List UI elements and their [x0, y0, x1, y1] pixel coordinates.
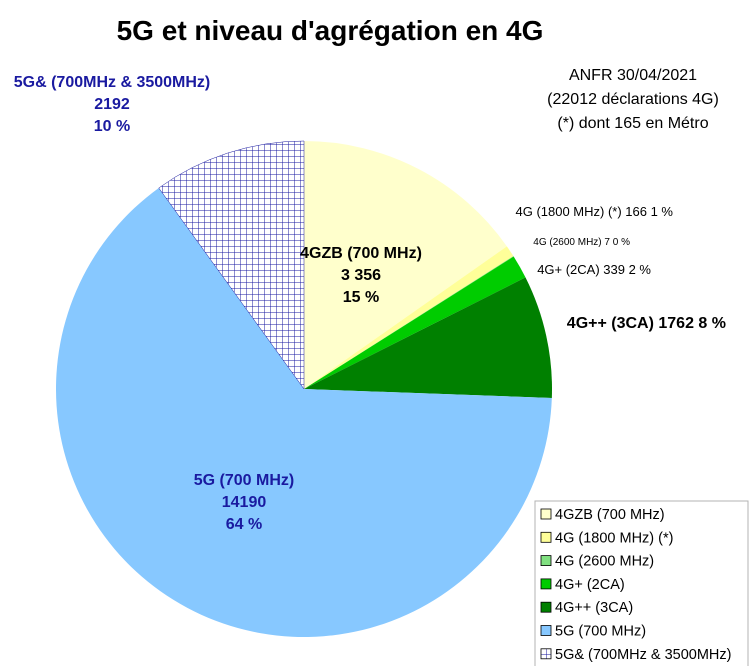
- slice-label-5g-700mhz-3500mhz-line-2: 2192: [94, 96, 130, 113]
- slice-4g-2600-mhz: [304, 256, 514, 389]
- subtitle-line-2: (22012 déclarations 4G): [547, 91, 719, 108]
- slice-label-4g-3ca-line-1: 4G++ (3CA) 1762 8 %: [567, 315, 726, 332]
- slice-4gzb-700-mhz: [304, 141, 507, 389]
- slice-label-4gzb-700-mhz-line-2: 3 356: [341, 267, 381, 284]
- legend-label-4g-1800-mhz: 4G (1800 MHz) (*): [555, 530, 673, 546]
- legend-label-4g-3ca: 4G++ (3CA): [555, 600, 633, 616]
- slice-label-4g-2ca-line-1: 4G+ (2CA) 339 2 %: [537, 262, 651, 277]
- slice-label-4gzb-700-mhz-line-1: 4GZB (700 MHz): [300, 245, 422, 262]
- slice-4g-1800-mhz: [304, 246, 514, 389]
- subtitle-line-3: (*) dont 165 en Métro: [557, 115, 708, 132]
- legend-swatch-4gzb-700-mhz: [540, 508, 552, 520]
- legend-swatch-4g-3ca: [540, 601, 552, 613]
- legend-label-4gzb-700-mhz: 4GZB (700 MHz): [555, 507, 665, 523]
- slice-label-5g-700-mhz-line-3: 64 %: [226, 516, 262, 533]
- legend-swatch-5g-700-mhz: [540, 625, 552, 636]
- legend-swatch-4g-2600-mhz: [540, 555, 552, 566]
- slice-5g-700-mhz: [56, 187, 552, 637]
- legend-label-5g-700-mhz: 5G (700 MHz): [555, 624, 646, 640]
- pie-slices: [56, 140, 553, 637]
- chart-title: 5G et niveau d'agrégation en 4G: [117, 15, 544, 46]
- legend-swatch-4g-1800-mhz: [540, 531, 552, 543]
- slice-4g-2ca: [304, 256, 526, 389]
- slice-label-5g-700-mhz-line-1: 5G (700 MHz): [194, 472, 294, 489]
- slice-label-5g-700mhz-3500mhz-line-3: 10 %: [94, 118, 130, 135]
- slice-label-4gzb-700-mhz-line-3: 15 %: [343, 289, 379, 306]
- slice-label-5g-700mhz-3500mhz-line-1: 5G& (700MHz & 3500MHz): [14, 74, 211, 91]
- slice-labels: 4GZB (700 MHz) 3 356 15 % 4G (1800 MHz) (*)…: [14, 74, 726, 533]
- slice-label-4g-2600-mhz-line-1: 4G (2600 MHz) 7 0 %: [533, 237, 630, 248]
- legend-label-4g-2ca: 4G+ (2CA): [555, 577, 625, 593]
- legend-label-4g-2600-mhz: 4G (2600 MHz): [555, 554, 654, 570]
- slice-label-5g-700-mhz-line-2: 14190: [222, 494, 267, 511]
- legend-swatch-5g-700mhz-3500mhz: [540, 648, 552, 660]
- slice-5g-700mhz-3500mhz: [158, 140, 305, 390]
- slice-label-4g-1800-mhz-line-1: 4G (1800 MHz) (*) 166 1 %: [515, 204, 673, 219]
- slice-4g-3ca: [304, 277, 553, 398]
- legend-box: [534, 500, 749, 666]
- legend-swatch-4g-2ca: [540, 578, 552, 590]
- subtitle-line-1: ANFR 30/04/2021: [569, 67, 697, 84]
- legend: 4GZB (700 MHz) 4G (1800 MHz) (*) 4G (2600 …: [534, 500, 749, 666]
- legend-label-5g-700mhz-3500mhz: 5G& (700MHz & 3500MHz): [555, 647, 731, 663]
